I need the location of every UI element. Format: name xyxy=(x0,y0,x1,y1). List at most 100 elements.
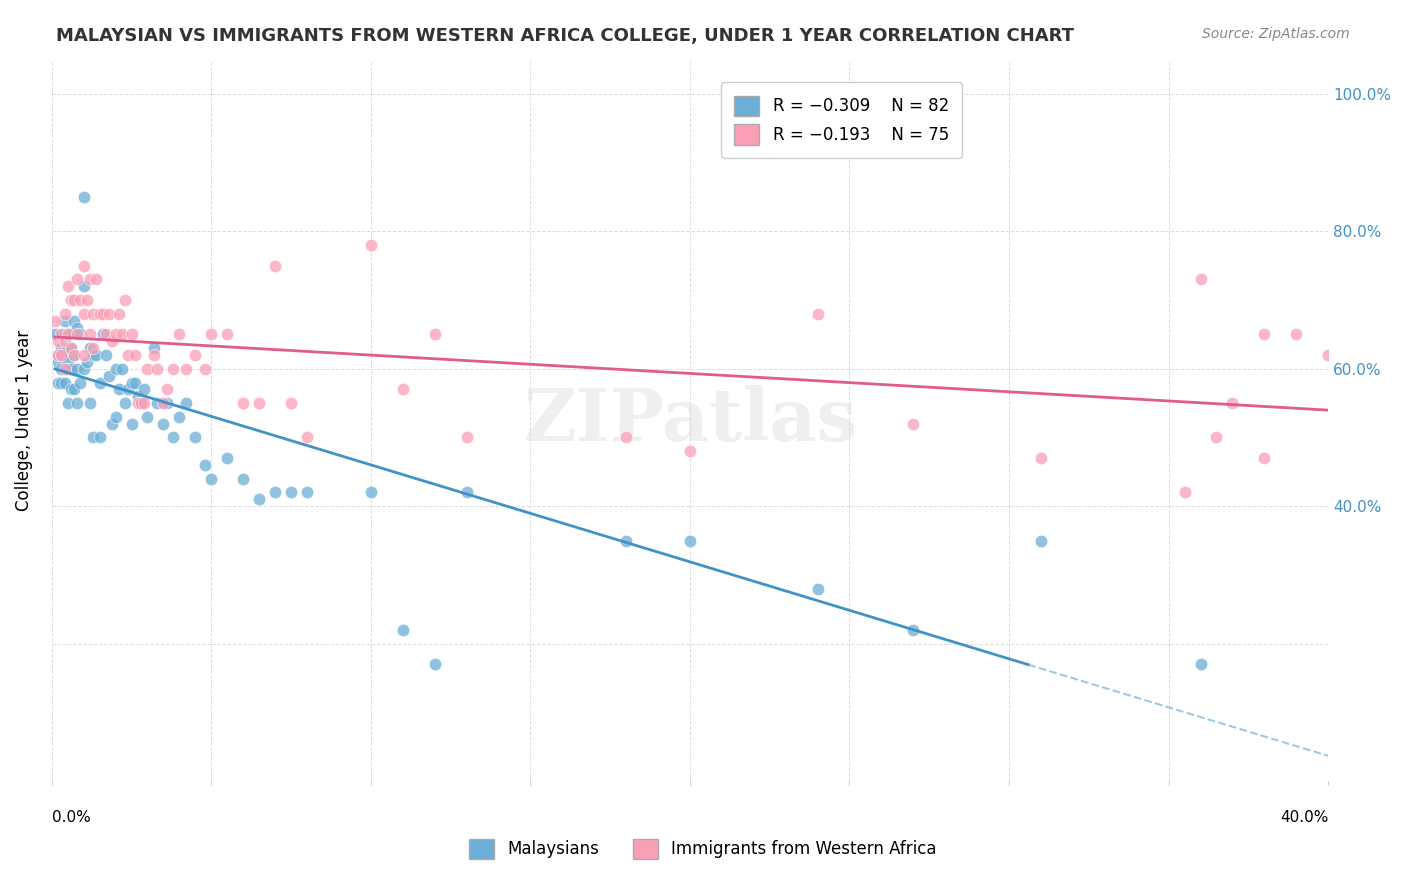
Point xyxy=(136,361,159,376)
Point xyxy=(146,396,169,410)
Text: 40.0%: 40.0% xyxy=(1279,810,1329,825)
Point xyxy=(121,376,143,390)
Point xyxy=(232,472,254,486)
Legend: Malaysians, Immigrants from Western Africa: Malaysians, Immigrants from Western Afri… xyxy=(463,832,943,866)
Point xyxy=(66,327,89,342)
Point xyxy=(264,485,287,500)
Point xyxy=(194,361,217,376)
Point xyxy=(423,657,446,672)
Point xyxy=(104,361,127,376)
Point xyxy=(53,361,76,376)
Point xyxy=(117,383,139,397)
Point xyxy=(295,485,318,500)
Point xyxy=(217,451,239,466)
Point xyxy=(456,485,478,500)
Point xyxy=(360,238,382,252)
Text: Source: ZipAtlas.com: Source: ZipAtlas.com xyxy=(1202,27,1350,41)
Point xyxy=(679,444,702,458)
Text: ZIPatlas: ZIPatlas xyxy=(523,384,858,456)
Point xyxy=(121,417,143,431)
Point xyxy=(200,472,222,486)
Point xyxy=(59,361,82,376)
Point xyxy=(1253,451,1275,466)
Point xyxy=(156,383,179,397)
Point xyxy=(63,348,86,362)
Point xyxy=(79,272,101,286)
Point xyxy=(51,341,73,355)
Point xyxy=(51,348,73,362)
Point xyxy=(391,623,413,637)
Point xyxy=(59,341,82,355)
Point xyxy=(44,327,66,342)
Point xyxy=(107,307,129,321)
Point xyxy=(79,327,101,342)
Point xyxy=(127,389,149,403)
Point xyxy=(76,355,98,369)
Point xyxy=(56,327,79,342)
Point xyxy=(98,307,121,321)
Point xyxy=(114,396,136,410)
Point xyxy=(86,272,108,286)
Point xyxy=(169,327,191,342)
Point xyxy=(1317,348,1340,362)
Point xyxy=(66,320,89,334)
Point xyxy=(46,348,69,362)
Point xyxy=(121,327,143,342)
Point xyxy=(127,396,149,410)
Point xyxy=(63,348,86,362)
Point xyxy=(152,396,174,410)
Point xyxy=(903,623,925,637)
Point xyxy=(73,348,96,362)
Point xyxy=(1205,430,1227,444)
Point xyxy=(56,279,79,293)
Point xyxy=(1029,451,1052,466)
Point xyxy=(391,383,413,397)
Point xyxy=(89,307,111,321)
Point xyxy=(1285,327,1308,342)
Point xyxy=(46,348,69,362)
Point xyxy=(162,430,184,444)
Point xyxy=(73,361,96,376)
Point xyxy=(129,396,152,410)
Point xyxy=(66,396,89,410)
Point xyxy=(46,334,69,349)
Point xyxy=(142,341,165,355)
Point xyxy=(44,314,66,328)
Point xyxy=(76,293,98,307)
Point xyxy=(104,409,127,424)
Point xyxy=(82,430,104,444)
Point xyxy=(184,430,207,444)
Point xyxy=(101,334,124,349)
Point xyxy=(1222,396,1244,410)
Point xyxy=(69,293,91,307)
Point xyxy=(53,376,76,390)
Y-axis label: College, Under 1 year: College, Under 1 year xyxy=(15,330,32,511)
Point xyxy=(1173,485,1195,500)
Point xyxy=(146,361,169,376)
Point xyxy=(69,376,91,390)
Text: 0.0%: 0.0% xyxy=(52,810,90,825)
Point xyxy=(56,327,79,342)
Point xyxy=(53,334,76,349)
Point xyxy=(217,327,239,342)
Text: MALAYSIAN VS IMMIGRANTS FROM WESTERN AFRICA COLLEGE, UNDER 1 YEAR CORRELATION CH: MALAYSIAN VS IMMIGRANTS FROM WESTERN AFR… xyxy=(56,27,1074,45)
Point xyxy=(614,533,637,548)
Point xyxy=(456,430,478,444)
Point xyxy=(264,259,287,273)
Point xyxy=(56,361,79,376)
Point xyxy=(136,409,159,424)
Point xyxy=(73,259,96,273)
Point xyxy=(89,430,111,444)
Point xyxy=(46,355,69,369)
Point xyxy=(280,396,302,410)
Point xyxy=(280,485,302,500)
Legend: R = −0.309    N = 82, R = −0.193    N = 75: R = −0.309 N = 82, R = −0.193 N = 75 xyxy=(721,82,963,158)
Point xyxy=(94,327,117,342)
Point xyxy=(53,314,76,328)
Point xyxy=(66,361,89,376)
Point xyxy=(134,383,156,397)
Point xyxy=(806,582,828,596)
Point xyxy=(51,376,73,390)
Point xyxy=(1029,533,1052,548)
Point xyxy=(79,396,101,410)
